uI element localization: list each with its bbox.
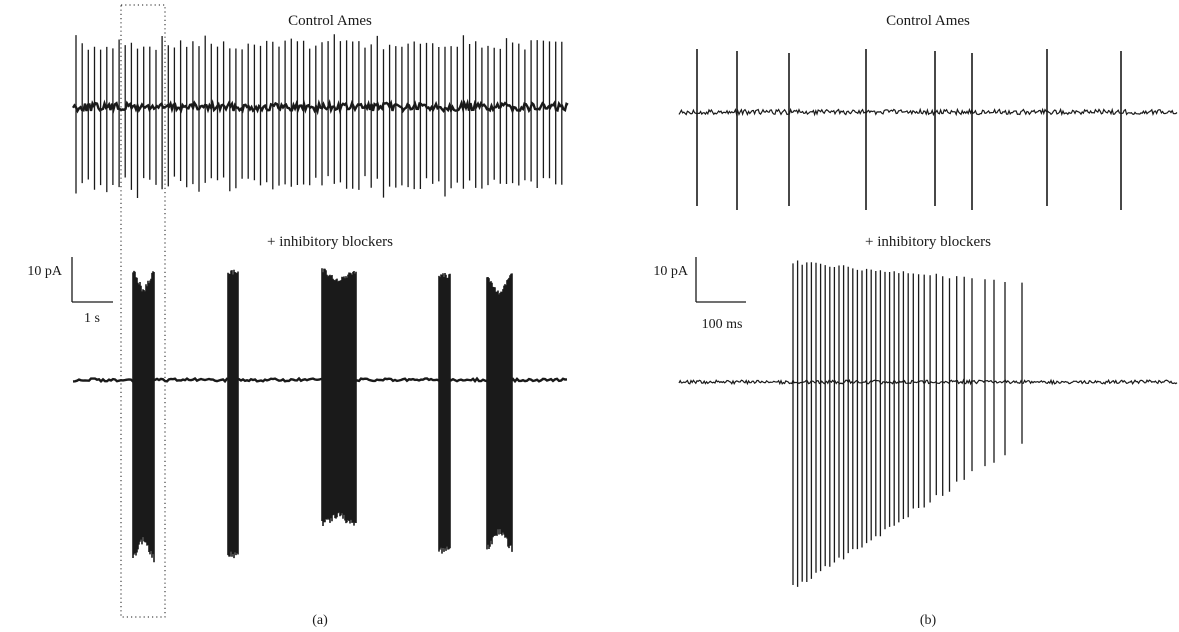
- panel-a-bottom-title: + inhibitory blockers: [267, 234, 393, 250]
- panel-b-scale-time-label: 100 ms: [702, 317, 743, 332]
- panel-b-label: (b): [920, 613, 937, 628]
- panel-b-scale-amplitude-label: 10 pA: [653, 264, 689, 279]
- panel-b: Control Ames + inhibitory blockers 10 pA…: [653, 13, 1178, 628]
- panel-a-scale-bar: 10 pA 1 s: [27, 257, 113, 326]
- panel-a-label: (a): [312, 613, 328, 628]
- panel-b-scale-bar: 10 pA 100 ms: [653, 257, 746, 332]
- panel-a-top-title: Control Ames: [288, 13, 372, 29]
- panel-a-scale-time-label: 1 s: [84, 311, 100, 326]
- panel-a-scale-amplitude-label: 10 pA: [27, 264, 63, 279]
- panel-b-blocker-trace: [678, 260, 1178, 587]
- panel-a-blocker-trace: [72, 268, 568, 563]
- panel-b-top-title: Control Ames: [886, 13, 970, 29]
- panel-b-control-baseline: [678, 107, 1178, 117]
- panel-a-highlight-box: [120, 4, 166, 618]
- panel-b-control-trace: [678, 49, 1178, 210]
- panel-a-blocker-baseline: [72, 376, 568, 384]
- panel-b-blocker-baseline: [678, 378, 1178, 386]
- panel-b-bottom-title: + inhibitory blockers: [865, 234, 991, 250]
- panel-a-control-trace: [71, 34, 569, 198]
- panel-a: Control Ames + inhibitory blockers 10 pA…: [27, 4, 569, 628]
